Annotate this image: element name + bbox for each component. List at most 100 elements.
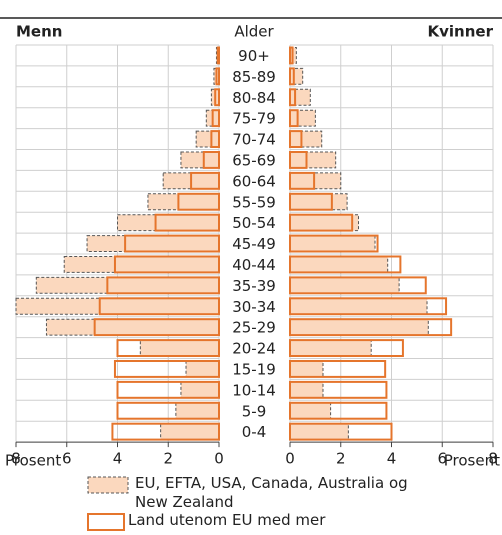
bar: [289, 151, 337, 169]
legend-label: Land utenom EU med mer: [128, 511, 326, 529]
bar: [289, 213, 354, 232]
bar: [210, 130, 220, 149]
bar: [289, 171, 316, 190]
category-label: 40-44: [232, 256, 276, 274]
bar: [289, 360, 324, 378]
bar: [106, 276, 220, 295]
bar: [289, 276, 427, 295]
category-label: 75-79: [232, 110, 276, 128]
category-label: 25-29: [232, 319, 276, 337]
bar: [289, 402, 332, 420]
bar: [93, 318, 220, 337]
bar: [289, 46, 294, 65]
bar: [111, 422, 220, 441]
bar: [45, 318, 220, 336]
bar: [289, 88, 311, 106]
bar: [190, 171, 220, 190]
bar: [147, 193, 220, 211]
bar: [289, 172, 342, 190]
bar: [289, 214, 360, 232]
bar: [289, 401, 388, 420]
bar: [289, 297, 428, 315]
bar: [289, 67, 304, 85]
bar: [180, 151, 220, 169]
category-label: 65-69: [232, 151, 276, 169]
bar: [289, 109, 316, 127]
x-tick-label: 6: [437, 450, 447, 468]
category-label: 20-24: [232, 340, 276, 358]
category-label: 0-4: [242, 423, 267, 441]
x-tick-label: 0: [214, 450, 224, 468]
category-label: Alder: [234, 23, 274, 41]
x-axis-label: Prosent: [444, 452, 500, 470]
category-label: 60-64: [232, 172, 276, 190]
category-label: 10-14: [232, 381, 276, 399]
bar: [289, 151, 308, 169]
bar: [289, 318, 429, 336]
bar: [289, 318, 453, 337]
bar: [124, 234, 220, 253]
x-axis-label: Prosent: [5, 452, 61, 470]
bar: [289, 130, 303, 149]
category-label: 45-49: [232, 235, 276, 253]
bar: [289, 255, 402, 274]
bar: [116, 339, 220, 358]
x-tick-label: 0: [285, 450, 295, 468]
category-label: 90+: [238, 47, 270, 65]
bar: [289, 67, 295, 86]
legend-swatch: [87, 476, 129, 494]
bar: [289, 88, 297, 107]
left-label: Menn: [16, 23, 62, 41]
x-tick-label: 6: [62, 450, 72, 468]
bar: [160, 423, 220, 441]
bar: [117, 214, 220, 232]
bar: [202, 151, 220, 169]
x-tick-label: 4: [387, 450, 397, 468]
bar: [289, 422, 393, 441]
category-label: 80-84: [232, 89, 276, 107]
category-label: 35-39: [232, 277, 276, 295]
bar: [289, 380, 388, 399]
bar: [154, 213, 220, 232]
category-label: 50-54: [232, 214, 276, 232]
right-label: Kvinner: [428, 23, 494, 41]
bar: [63, 256, 220, 273]
bar: [195, 130, 220, 148]
bar: [289, 381, 324, 399]
x-tick-label: 2: [336, 450, 346, 468]
bar: [116, 401, 220, 420]
bar: [289, 339, 372, 357]
bar: [289, 193, 348, 211]
x-tick-label: 8: [488, 450, 498, 468]
category-label: 55-59: [232, 193, 276, 211]
bar: [215, 67, 220, 86]
category-label: 85-89: [232, 68, 276, 86]
bar: [289, 360, 387, 378]
category-label: 70-74: [232, 131, 276, 149]
category-label: 30-34: [232, 298, 276, 316]
bar: [113, 360, 220, 378]
bar: [289, 235, 376, 253]
bar: [289, 130, 323, 148]
bar: [15, 297, 220, 315]
x-tick-label: 8: [11, 450, 21, 468]
category-label: 5-9: [242, 402, 267, 420]
bar: [35, 276, 220, 294]
x-tick-label: 2: [163, 450, 173, 468]
legend-swatch: [87, 513, 125, 531]
bar: [289, 423, 349, 441]
bar: [216, 46, 220, 65]
legend-label: EU, EFTA, USA, Canada, Australia og New …: [135, 474, 408, 511]
bar: [113, 255, 220, 274]
bar: [98, 297, 220, 316]
bar: [177, 192, 220, 211]
bar: [289, 234, 379, 253]
bar: [211, 109, 220, 128]
bar: [289, 192, 333, 211]
bar: [289, 339, 404, 358]
bar: [289, 276, 400, 294]
bar: [289, 297, 448, 316]
bar: [180, 381, 220, 399]
